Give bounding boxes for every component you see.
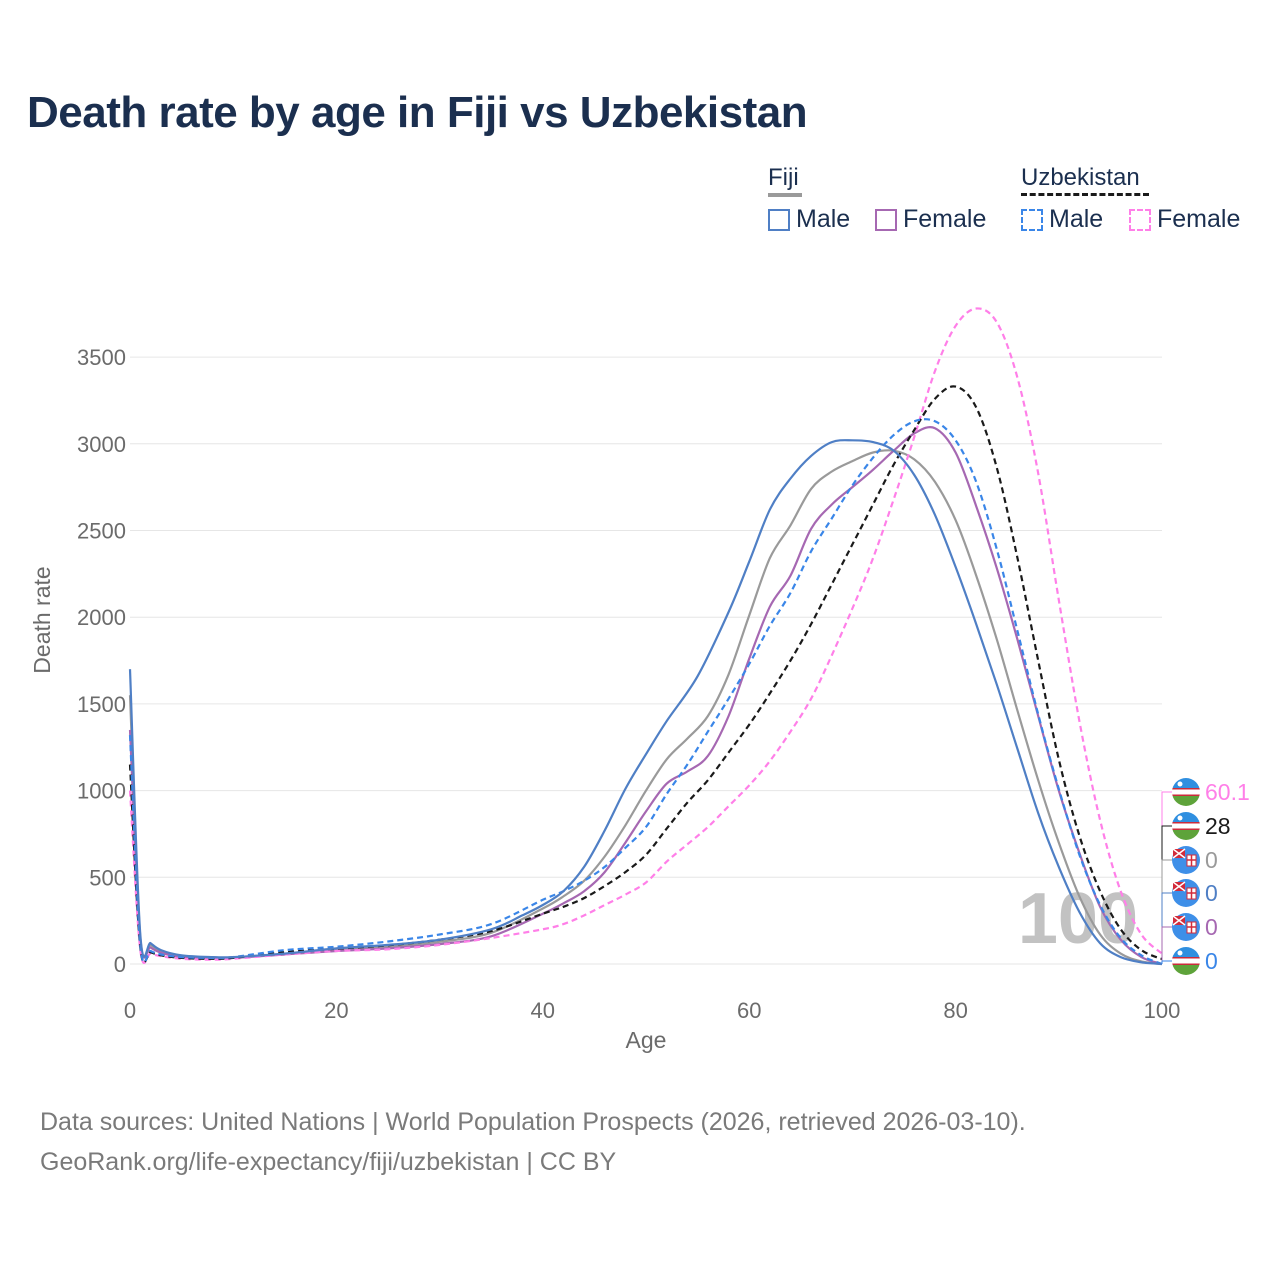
- end-label-connector: [1161, 791, 1172, 954]
- legend-label-fiji-female: Female: [903, 205, 987, 233]
- series-line-fiji-male[interactable]: [128, 439, 1163, 966]
- x-tick-label: 60: [737, 998, 761, 1023]
- uzbekistan-flag-icon: [1172, 778, 1200, 806]
- y-tick-label: 2500: [77, 519, 126, 544]
- legend-item-fiji-female[interactable]: Female: [875, 205, 986, 234]
- end-label-value: 60.1: [1205, 779, 1250, 805]
- legend-item-fiji-male[interactable]: Male: [768, 205, 850, 234]
- end-label-value: 0: [1205, 948, 1218, 974]
- end-label-value: 28: [1205, 813, 1231, 839]
- y-tick-label: 3000: [77, 432, 126, 457]
- legend-group-uzbekistan-label: Uzbekistan: [1021, 164, 1140, 191]
- x-tick-label: 20: [324, 998, 348, 1023]
- end-label-connector: [1161, 960, 1172, 964]
- y-tick-label: 0: [114, 952, 126, 977]
- fiji-flag-icon: [1172, 846, 1200, 874]
- x-tick-label: 40: [531, 998, 555, 1023]
- x-axis-label: Age: [626, 1027, 667, 1053]
- x-tick-label: 0: [124, 998, 136, 1023]
- y-tick-label: 1000: [77, 779, 126, 804]
- footer-sources: Data sources: United Nations | World Pop…: [40, 1108, 1026, 1136]
- legend-group-fiji-label: Fiji: [768, 164, 799, 191]
- series-line-uzb-male[interactable]: [128, 418, 1163, 966]
- grid-lines: [130, 356, 1162, 965]
- legend-label-uzbekistan-female: Female: [1157, 205, 1241, 233]
- chart-title: Death rate by age in Fiji vs Uzbekistan: [27, 88, 808, 137]
- series-line-uzb-female[interactable]: [128, 307, 1163, 964]
- uzbekistan-flag-icon: [1172, 947, 1200, 975]
- legend-group-fiji: Fiji: [768, 164, 802, 197]
- x-tick-label: 80: [943, 998, 967, 1023]
- y-tick-label: 1500: [77, 692, 126, 717]
- legend-item-uzbekistan-male[interactable]: Male: [1021, 205, 1103, 234]
- line-chart: 100 0 500 1000 1500 2000 2500 3000 3500 0 20 40 60…: [29, 307, 1250, 1053]
- fiji-flag-icon: [1172, 879, 1200, 907]
- legend-label-fiji-male: Male: [796, 205, 851, 233]
- y-axis-label: Death rate: [29, 566, 55, 673]
- legend-swatch-uzbekistan-male: [1021, 208, 1043, 231]
- legend-group-uzbekistan: Uzbekistan: [1021, 164, 1149, 196]
- legend-uzbekistan-line: [1021, 193, 1149, 196]
- legend-swatch-fiji-male: [768, 208, 790, 231]
- end-label-connector: [1161, 859, 1172, 964]
- end-label-connector: [1161, 926, 1172, 964]
- series-line-fiji-total[interactable]: [128, 449, 1163, 966]
- fiji-flag-icon: [1172, 913, 1200, 941]
- legend-item-uzbekistan-female[interactable]: Female: [1129, 205, 1240, 234]
- x-tick-label: 100: [1144, 998, 1181, 1023]
- legend-fiji-line: [768, 193, 802, 197]
- legend-swatch-uzbekistan-female: [1129, 208, 1151, 231]
- y-tick-label: 500: [89, 865, 126, 890]
- legend-swatch-fiji-female: [875, 208, 897, 231]
- end-label-value: 0: [1205, 914, 1218, 940]
- end-label-value: 0: [1205, 847, 1218, 873]
- end-labels: 60.1 28 0 0 0 0: [1161, 778, 1250, 975]
- end-label-connector: [1161, 892, 1172, 964]
- y-tick-label: 2000: [77, 605, 126, 630]
- y-axis: 0 500 1000 1500 2000 2500 3000 3500: [77, 345, 126, 977]
- uzbekistan-flag-icon: [1172, 812, 1200, 840]
- series-lines: [128, 307, 1163, 966]
- legend-label-uzbekistan-male: Male: [1049, 205, 1104, 233]
- end-label-value: 0: [1205, 880, 1218, 906]
- x-axis: 0 20 40 60 80 100: [124, 998, 1180, 1023]
- footer-link[interactable]: GeoRank.org/life-expectancy/fiji/uzbekis…: [40, 1148, 617, 1176]
- y-tick-label: 3500: [77, 345, 126, 370]
